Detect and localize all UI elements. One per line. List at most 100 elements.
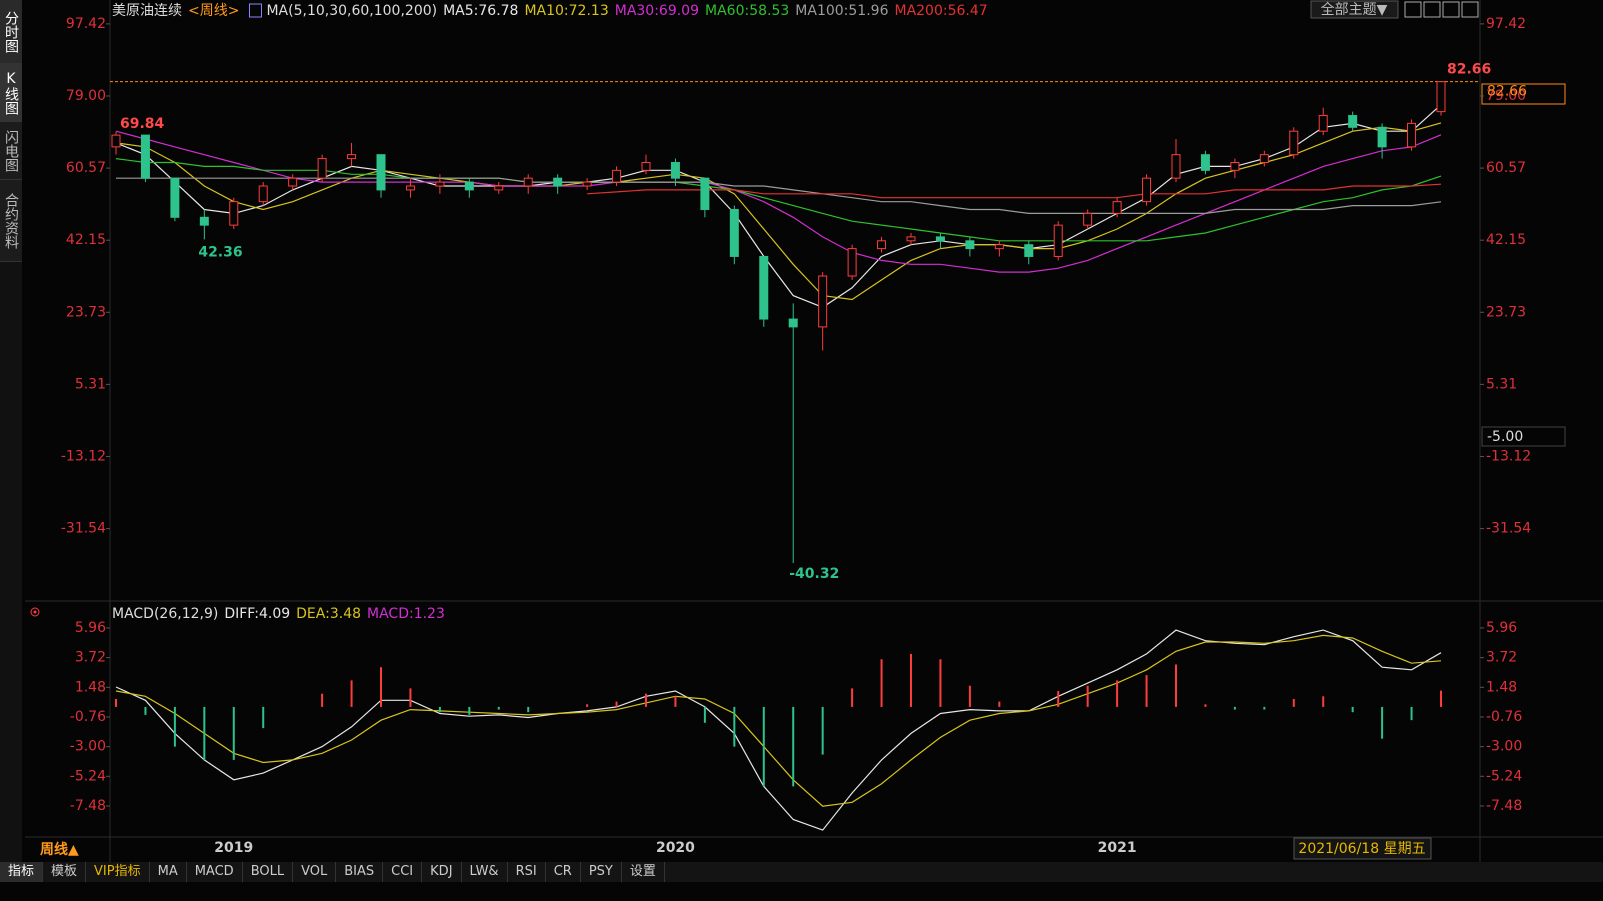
toolbar-icons[interactable] — [1404, 1, 1479, 18]
macd-bar — [350, 680, 353, 707]
candle-body — [1053, 224, 1063, 257]
legend-entry: MACD:1.23 — [367, 606, 445, 622]
toolbar-tab[interactable]: 设置 — [622, 862, 665, 882]
candle-body — [1171, 154, 1181, 179]
ma-line — [115, 122, 1442, 301]
legend-entry: MA30:69.09 — [615, 3, 699, 19]
high-label: 69.84 — [120, 116, 165, 132]
macd-bar — [880, 659, 883, 707]
toolbar-tab[interactable]: CCI — [383, 862, 423, 882]
toolbar-tab[interactable]: VOL — [293, 862, 337, 882]
macd-bar — [762, 706, 765, 787]
toolbar-tab[interactable]: 指标 — [0, 862, 44, 882]
toolbar-tab[interactable]: CR — [546, 862, 581, 882]
candle-body — [1348, 115, 1358, 128]
cursor-value: -5.00 — [1487, 429, 1523, 445]
candle-body — [170, 177, 180, 218]
macd-bar — [1086, 685, 1089, 707]
toolbar-tab[interactable]: VIP指标 — [86, 862, 150, 882]
toolbar-tab[interactable]: MA — [150, 862, 187, 882]
macd-bar — [703, 706, 706, 723]
x-tick-label: 2020 — [656, 840, 695, 856]
candle-body — [229, 201, 239, 226]
toolbar-tab[interactable]: BOLL — [243, 862, 294, 882]
y-tick-label: 97.42 — [1486, 16, 1526, 32]
sidebar-tab[interactable]: 合约资料 — [0, 180, 22, 262]
candle-body — [140, 134, 150, 179]
theme-button-label[interactable]: 全部主题▼ — [1321, 1, 1388, 18]
sidebar-tab[interactable]: 分时图 — [0, 0, 22, 64]
toolbar-tab[interactable]: BIAS — [336, 862, 384, 882]
macd-bar — [1351, 706, 1354, 713]
candle-body — [729, 208, 739, 257]
candle-body — [1377, 126, 1387, 148]
candle-body — [994, 244, 1004, 250]
candle-body — [111, 134, 121, 148]
y-tick-label: -5.24 — [70, 768, 106, 784]
macd-bar — [1233, 706, 1236, 710]
indicator-title: MACD(26,12,9) — [112, 606, 218, 622]
toolbar-tab[interactable]: PSY — [581, 862, 622, 882]
toolbar-tab[interactable]: KDJ — [422, 862, 462, 882]
macd-bar — [1440, 690, 1442, 707]
ma-line — [116, 177, 1442, 214]
cursor-value-box — [1481, 426, 1566, 447]
candle-body — [818, 275, 828, 328]
macd-bar — [203, 706, 206, 760]
candle-body — [347, 154, 357, 160]
toolbar-tab[interactable]: MACD — [187, 862, 243, 882]
candle-body — [1259, 154, 1269, 164]
toolbar-tab[interactable]: LW& — [462, 862, 508, 882]
candle-body — [612, 169, 622, 183]
y-tick-label: -7.48 — [70, 798, 106, 814]
y-tick-label: -13.12 — [1486, 449, 1531, 465]
y-tick-label: 60.57 — [1486, 160, 1526, 176]
last-price: 82.66 — [1487, 84, 1527, 100]
y-tick-label: 3.72 — [1486, 650, 1517, 666]
candle-body — [553, 177, 563, 187]
candle-body — [199, 216, 209, 226]
y-tick-label: 5.31 — [1486, 376, 1517, 392]
candle-body — [1407, 122, 1417, 148]
candle-body — [435, 181, 445, 187]
candle-body — [258, 185, 268, 203]
y-tick-label: 97.42 — [66, 16, 106, 32]
sidebar-tab[interactable]: K线图 — [0, 64, 22, 122]
y-tick-label: -0.76 — [70, 709, 106, 725]
toolbar-tab[interactable]: RSI — [508, 862, 546, 882]
x-tick-label: 2019 — [214, 840, 253, 856]
legend-entry: MA200:56.47 — [894, 3, 987, 19]
candle-body — [1318, 115, 1328, 132]
legend-entry: MA60:58.53 — [705, 3, 789, 19]
candle-body — [1024, 244, 1034, 257]
chart: 全部主题▼ -5.00 周线▲ 2021/06/18 星期五 97.42 97.4… — [25, 0, 1603, 862]
y-tick-label: 42.15 — [66, 232, 106, 248]
high-label: 82.66 — [1447, 62, 1491, 78]
macd-bar — [968, 685, 971, 707]
macd-bar — [1322, 696, 1325, 707]
macd-bar — [910, 653, 912, 707]
indicator-icon[interactable] — [30, 607, 40, 617]
macd-bar — [173, 706, 176, 747]
indicator-label: MA(5,10,30,60,100,200) — [266, 3, 437, 19]
low-label: -40.32 — [789, 566, 839, 582]
candle-body — [847, 248, 857, 277]
period-button[interactable]: 周线▲ — [40, 841, 79, 858]
macd-bar — [939, 659, 942, 707]
candle-body — [1289, 130, 1299, 156]
period-label: <周线> — [188, 3, 239, 19]
candle-body — [405, 185, 415, 191]
macd-bar — [821, 706, 824, 755]
y-tick-label: 3.72 — [75, 650, 106, 666]
candle-body — [494, 185, 504, 191]
y-tick-label: -3.00 — [70, 739, 106, 755]
theme-button[interactable] — [1310, 0, 1399, 19]
candle-body — [582, 181, 592, 187]
macd-bar — [468, 706, 471, 715]
macd-bar — [438, 706, 441, 713]
y-tick-label: -3.00 — [1486, 739, 1522, 755]
macd-bar — [1381, 706, 1384, 739]
toolbar-tab[interactable]: 模板 — [43, 862, 87, 882]
y-tick-label: 5.96 — [75, 620, 106, 636]
sidebar-tab[interactable]: 闪电图 — [0, 122, 22, 180]
